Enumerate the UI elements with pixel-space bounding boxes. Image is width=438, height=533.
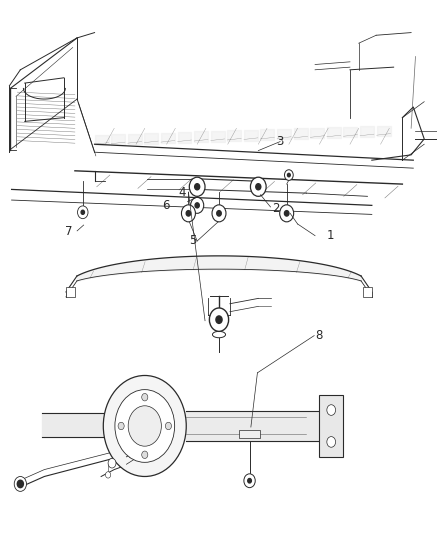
- Circle shape: [128, 406, 161, 446]
- Circle shape: [216, 316, 222, 324]
- Circle shape: [209, 308, 229, 332]
- Circle shape: [115, 390, 175, 462]
- Polygon shape: [319, 395, 343, 457]
- Polygon shape: [377, 126, 391, 136]
- Text: 8: 8: [316, 329, 323, 342]
- Circle shape: [212, 205, 226, 222]
- Polygon shape: [293, 128, 307, 139]
- Polygon shape: [360, 126, 374, 137]
- Polygon shape: [95, 135, 109, 146]
- Circle shape: [186, 211, 191, 216]
- Polygon shape: [277, 129, 291, 140]
- Circle shape: [284, 211, 289, 216]
- Bar: [66, 287, 75, 297]
- Circle shape: [195, 203, 199, 208]
- Bar: [239, 430, 261, 438]
- Circle shape: [118, 422, 124, 430]
- Circle shape: [142, 451, 148, 458]
- Polygon shape: [310, 128, 324, 139]
- Text: 1: 1: [327, 229, 334, 242]
- Text: 6: 6: [162, 199, 170, 212]
- Ellipse shape: [212, 332, 226, 338]
- Circle shape: [191, 197, 204, 213]
- Circle shape: [251, 177, 266, 196]
- Polygon shape: [111, 134, 125, 145]
- Circle shape: [106, 472, 111, 478]
- Circle shape: [248, 479, 251, 483]
- Circle shape: [285, 169, 293, 180]
- Bar: [363, 287, 372, 297]
- Polygon shape: [327, 127, 341, 138]
- Polygon shape: [145, 133, 158, 144]
- Circle shape: [78, 206, 88, 219]
- Polygon shape: [343, 127, 357, 138]
- Circle shape: [327, 437, 336, 447]
- Circle shape: [108, 458, 116, 468]
- Circle shape: [81, 210, 85, 214]
- Circle shape: [189, 177, 205, 196]
- Polygon shape: [128, 134, 142, 144]
- Polygon shape: [194, 132, 208, 142]
- Circle shape: [14, 477, 26, 491]
- Circle shape: [194, 184, 200, 190]
- Polygon shape: [211, 131, 225, 142]
- Circle shape: [142, 393, 148, 401]
- Text: 5: 5: [189, 235, 197, 247]
- Circle shape: [287, 173, 290, 177]
- Circle shape: [181, 205, 195, 222]
- Polygon shape: [177, 132, 191, 143]
- Text: 2: 2: [272, 201, 279, 214]
- Circle shape: [217, 211, 221, 216]
- Circle shape: [17, 480, 23, 488]
- Text: 4: 4: [178, 185, 186, 199]
- Circle shape: [327, 405, 336, 415]
- Circle shape: [244, 474, 255, 488]
- Circle shape: [166, 422, 171, 430]
- Polygon shape: [227, 131, 241, 141]
- Polygon shape: [244, 130, 258, 141]
- Text: 3: 3: [276, 135, 284, 148]
- Circle shape: [256, 184, 261, 190]
- Text: 7: 7: [65, 225, 72, 238]
- Circle shape: [103, 375, 186, 477]
- Polygon shape: [161, 133, 175, 143]
- Polygon shape: [261, 130, 275, 140]
- Circle shape: [280, 205, 293, 222]
